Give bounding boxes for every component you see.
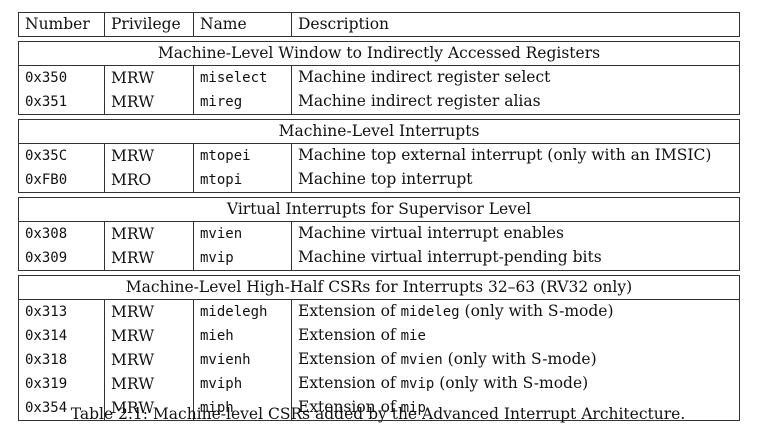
description-text: Machine top interrupt — [298, 170, 473, 188]
csr-number: 0x35C — [18, 143, 105, 168]
description-text: Extension of — [298, 398, 401, 416]
description-text: Extension of — [298, 302, 401, 320]
table-row: 0x35C MRW mtopei Machine top external inter… — [18, 143, 740, 168]
description-text: Machine indirect register alias — [298, 92, 541, 110]
csr-number: 0x350 — [18, 65, 105, 90]
csr-name: mvip — [193, 246, 292, 271]
csr-name: mvien — [193, 221, 292, 246]
csr-description: Machine indirect register alias — [291, 90, 740, 115]
csr-number: 0x308 — [18, 221, 105, 246]
description-code: mip — [400, 400, 426, 416]
csr-privilege: MRW — [104, 324, 194, 348]
csr-description: Extension of mip — [291, 396, 740, 421]
csr-privilege: MRW — [104, 143, 194, 168]
csr-name: miph — [193, 396, 292, 421]
csr-name: mieh — [193, 324, 292, 348]
description-text: Machine indirect register select — [298, 68, 551, 86]
description-text: Machine top external interrupt (only wit… — [298, 146, 712, 164]
csr-description: Machine indirect register select — [291, 65, 740, 90]
header-name: Name — [193, 12, 292, 37]
description-code: mvip — [400, 376, 435, 392]
csr-name: midelegh — [193, 299, 292, 324]
description-text: Extension of — [298, 374, 401, 392]
section-title: Virtual Interrupts for Supervisor Level — [18, 197, 740, 222]
description-code: mie — [400, 328, 426, 344]
csr-description: Machine top external interrupt (only wit… — [291, 143, 740, 168]
table-row: 0x319 MRW mviph Extension of mvip (only wit… — [18, 372, 740, 396]
section-title: Machine-Level Window to Indirectly Acces… — [18, 41, 740, 66]
csr-name: miselect — [193, 65, 292, 90]
csr-number: 0x354 — [18, 396, 105, 421]
csr-privilege: MRW — [104, 65, 194, 90]
csr-name: mtopi — [193, 168, 292, 193]
csr-description: Extension of mvip (only with S-mode) — [291, 372, 740, 396]
csr-description: Extension of mie — [291, 324, 740, 348]
csr-description: Extension of mideleg (only with S-mode) — [291, 299, 740, 324]
section-title: Machine-Level High-Half CSRs for Interru… — [18, 275, 740, 300]
csr-name: mireg — [193, 90, 292, 115]
table-row: 0x308 MRW mvien Machine virtual interrupt e… — [18, 221, 740, 246]
table-row: 0x350 MRW miselect Machine indirect registe… — [18, 65, 740, 90]
description-text: Extension of — [298, 350, 401, 368]
table-row: 0x354 MRW miph Extension of mip — [18, 396, 740, 421]
csr-description: Machine top interrupt — [291, 168, 740, 193]
csr-number: 0xFB0 — [18, 168, 105, 193]
table-caption: Table 2.1: Machine-level CSRs added by t… — [70, 405, 686, 423]
table-row: 0x318 MRW mvienh Extension of mvien (only w… — [18, 348, 740, 372]
description-text: Machine virtual interrupt-pending bits — [298, 248, 602, 266]
csr-table: Number Privilege Name Description Machin… — [18, 12, 740, 421]
csr-number: 0x319 — [18, 372, 105, 396]
csr-privilege: MRW — [104, 372, 194, 396]
csr-name: mviph — [193, 372, 292, 396]
table-row: 0x309 MRW mvip Machine virtual interrupt-pe… — [18, 246, 740, 271]
section-title-row: Machine-Level Window to Indirectly Acces… — [18, 41, 740, 66]
description-suffix: (only with S-mode) — [442, 350, 597, 368]
csr-privilege: MRW — [104, 221, 194, 246]
csr-description: Machine virtual interrupt-pending bits — [291, 246, 740, 271]
description-text: Machine virtual interrupt enables — [298, 224, 564, 242]
csr-privilege: MRW — [104, 396, 194, 421]
csr-privilege: MRW — [104, 299, 194, 324]
csr-privilege: MRW — [104, 348, 194, 372]
csr-description: Extension of mvien (only with S-mode) — [291, 348, 740, 372]
csr-number: 0x314 — [18, 324, 105, 348]
description-text: Extension of — [298, 326, 401, 344]
csr-number: 0x309 — [18, 246, 105, 271]
csr-name: mvienh — [193, 348, 292, 372]
description-code: mvien — [400, 352, 443, 368]
header-privilege: Privilege — [104, 12, 194, 37]
table-row: 0x313 MRW midelegh Extension of mideleg (on… — [18, 299, 740, 324]
description-suffix: (only with S-mode) — [434, 374, 589, 392]
csr-number: 0x313 — [18, 299, 105, 324]
header-description: Description — [291, 12, 740, 37]
csr-privilege: MRW — [104, 90, 194, 115]
csr-table-body: Number Privilege Name Description Machin… — [18, 12, 740, 421]
csr-name: mtopei — [193, 143, 292, 168]
csr-number: 0x318 — [18, 348, 105, 372]
description-code: mideleg — [400, 304, 460, 320]
csr-privilege: MRO — [104, 168, 194, 193]
table-row: 0xFB0 MRO mtopi Machine top interrupt — [18, 168, 740, 193]
section-title: Machine-Level Interrupts — [18, 119, 740, 144]
table-row: 0x314 MRW mieh Extension of mie — [18, 324, 740, 348]
csr-number: 0x351 — [18, 90, 105, 115]
section-title-row: Virtual Interrupts for Supervisor Level — [18, 197, 740, 222]
table-row: 0x351 MRW mireg Machine indirect register a… — [18, 90, 740, 115]
header-number: Number — [18, 12, 105, 37]
header-row: Number Privilege Name Description — [18, 12, 740, 37]
description-suffix: (only with S-mode) — [459, 302, 614, 320]
csr-privilege: MRW — [104, 246, 194, 271]
csr-description: Machine virtual interrupt enables — [291, 221, 740, 246]
section-title-row: Machine-Level Interrupts — [18, 119, 740, 144]
section-title-row: Machine-Level High-Half CSRs for Interru… — [18, 275, 740, 300]
